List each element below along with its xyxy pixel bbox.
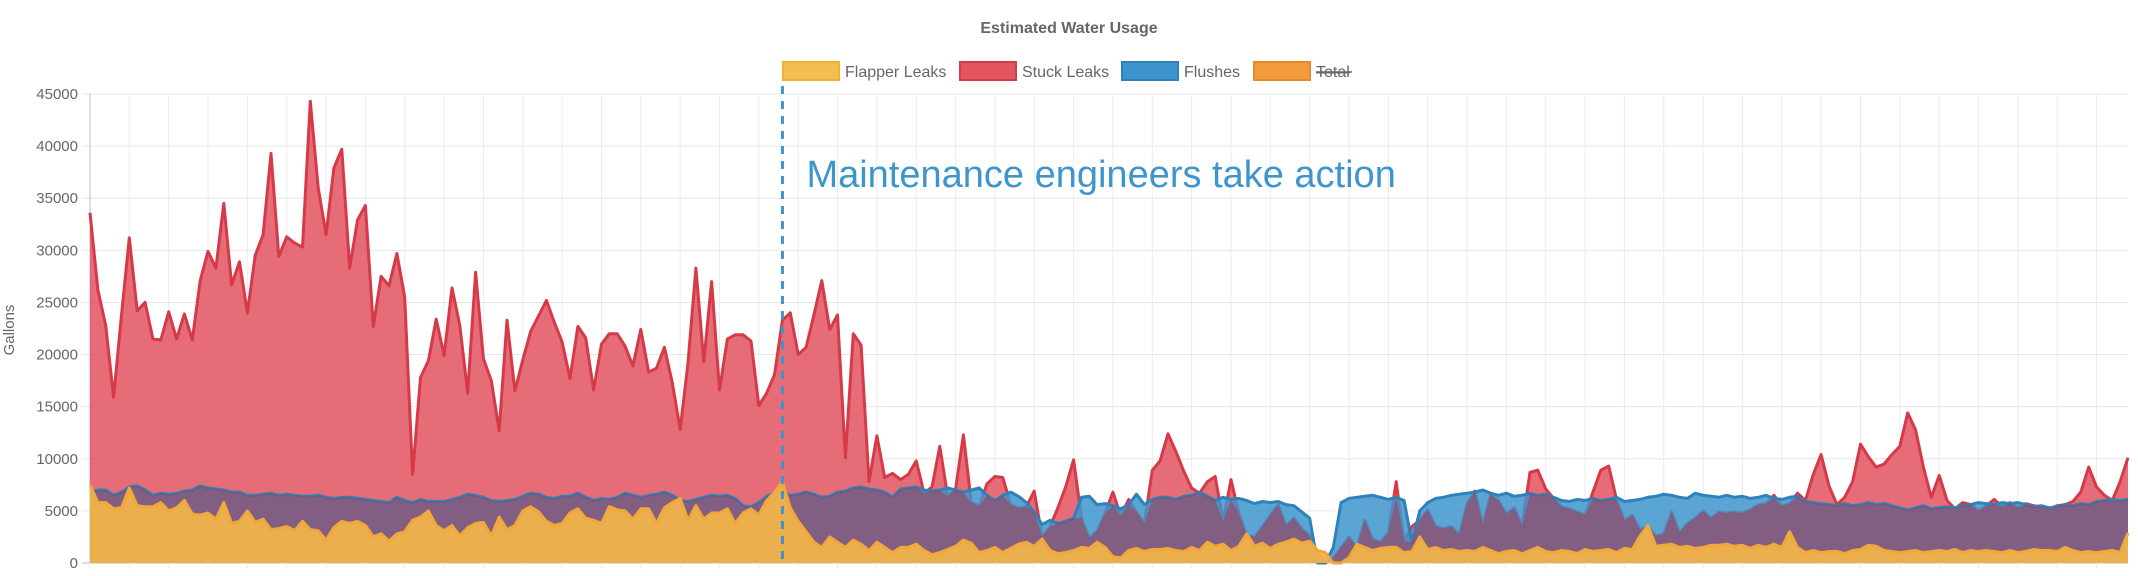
grid xyxy=(82,93,2128,569)
legend-swatch-flapper-leaks xyxy=(782,61,840,81)
legend-label-flushes: Flushes xyxy=(1184,64,1240,81)
annotation: Maintenance engineers take action xyxy=(780,86,1396,563)
legend-swatch-flushes xyxy=(1121,61,1179,81)
legend-item-flushes[interactable]: Flushes xyxy=(1121,61,1240,81)
flapper-leaks-line xyxy=(88,480,2130,565)
y-axis-label: Gallons xyxy=(1,305,18,356)
y-tick-label: 25000 xyxy=(36,294,78,311)
stuck-leaks-area xyxy=(90,101,2128,564)
legend-swatch-total xyxy=(1253,61,1311,81)
legend-item-flapper-leaks[interactable]: Flapper Leaks xyxy=(782,61,946,81)
series-areas xyxy=(88,99,2130,565)
y-tick-label: 10000 xyxy=(36,451,78,468)
legend-label-flapper-leaks: Flapper Leaks xyxy=(845,64,946,81)
annotation-text: Maintenance engineers take action xyxy=(806,154,1395,196)
y-tick-label: 15000 xyxy=(36,399,78,416)
y-tick-label: 0 xyxy=(70,555,78,572)
legend-label-stuck-leaks: Stuck Leaks xyxy=(1022,64,1109,81)
y-tick-label: 40000 xyxy=(36,138,78,155)
y-tick-label: 35000 xyxy=(36,190,78,207)
legend-item-total[interactable]: Total xyxy=(1253,61,1352,81)
chart-title: Estimated Water Usage xyxy=(980,20,1157,37)
legend-item-stuck-leaks[interactable]: Stuck Leaks xyxy=(959,61,1109,81)
y-tick-label: 45000 xyxy=(36,86,78,103)
y-tick-label: 20000 xyxy=(36,347,78,364)
flapper-leaks-area xyxy=(90,481,2128,563)
y-tick-label: 30000 xyxy=(36,242,78,259)
legend: Flapper Leaks Stuck Leaks Flushes Total xyxy=(782,61,1352,81)
y-axis-ticks: 0 5000 10000 15000 20000 25000 30000 35000 40000… xyxy=(36,86,78,572)
legend-swatch-stuck-leaks xyxy=(959,61,1017,81)
y-tick-label: 5000 xyxy=(45,503,78,520)
